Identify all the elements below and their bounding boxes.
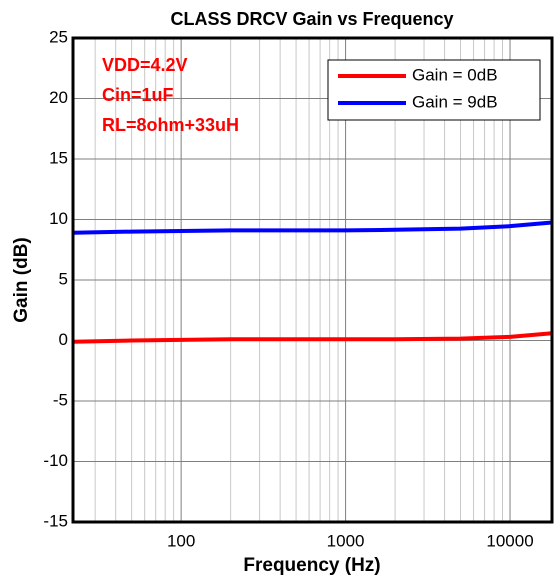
legend-label: Gain = 0dB [412,65,498,84]
annotation: VDD=4.2V [102,55,188,75]
line-series [72,220,553,235]
y-tick-label: -10 [43,451,68,470]
y-tick-label: 25 [49,27,68,46]
y-tick-label: 15 [49,148,68,167]
y-tick-label: 10 [49,209,68,228]
x-axis-label: Frequency (Hz) [243,555,380,576]
chart-title: CLASS DRCV Gain vs Frequency [170,9,453,29]
line-series [72,331,553,344]
annotation: Cin=1uF [102,85,174,105]
y-tick-label: 5 [59,269,68,288]
x-tick-label: 100 [167,531,195,550]
y-tick-label: 20 [49,88,68,107]
plot-frame [71,36,554,524]
legend-label: Gain = 9dB [412,92,498,111]
y-axis-label: Gain (dB) [11,237,32,323]
x-tick-label: 10000 [486,531,533,550]
y-tick-label: 0 [59,330,68,349]
y-tick-label: -5 [53,390,68,409]
legend-box [327,59,541,121]
annotation: RL=8ohm+33uH [102,115,239,135]
x-tick-label: 1000 [327,531,365,550]
y-tick-label: -15 [43,511,68,530]
